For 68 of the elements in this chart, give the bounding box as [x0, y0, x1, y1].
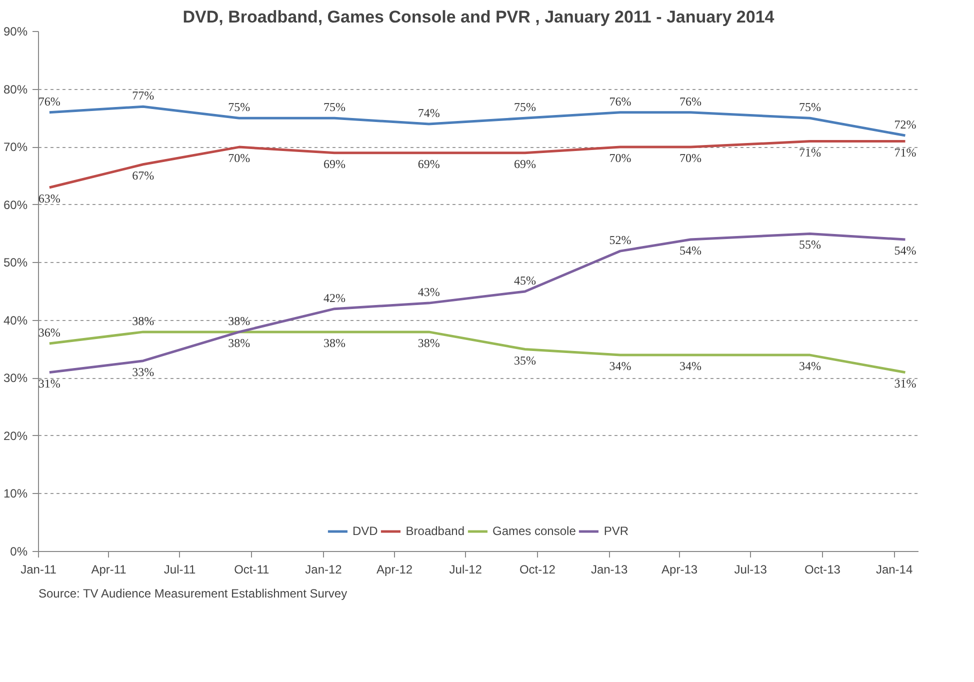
x-tick-label: Jan-14: [876, 562, 913, 576]
data-label: 52%: [609, 233, 632, 248]
data-label: 75%: [798, 100, 821, 114]
data-label: 34%: [609, 359, 632, 374]
data-label: 45%: [514, 274, 536, 288]
y-tick-label: 40%: [3, 313, 28, 328]
y-tick-label: 0%: [10, 544, 28, 558]
data-label: 69%: [514, 156, 536, 171]
data-label: 71%: [894, 145, 916, 160]
data-label: 71%: [798, 145, 821, 160]
data-label: 75%: [323, 100, 346, 114]
x-tick-label: Jul-11: [164, 562, 196, 576]
x-tick-label: Jan-13: [590, 562, 628, 576]
data-label: 38%: [228, 314, 250, 328]
data-label: 72%: [894, 118, 916, 132]
data-label: 75%: [514, 100, 536, 114]
x-tick-label: Apr-11: [91, 562, 127, 576]
data-label: 75%: [228, 100, 250, 114]
y-tick-label: 50%: [3, 256, 28, 270]
x-tick-label: Jan-12: [305, 562, 342, 576]
x-tick-label: Oct-12: [519, 562, 556, 576]
data-label: 74%: [418, 106, 440, 120]
legend-label: PVR: [604, 524, 629, 538]
x-tick-label: Oct-13: [804, 562, 841, 576]
data-label: 77%: [132, 88, 154, 103]
x-tick-label: Jul-13: [734, 562, 768, 576]
y-tick-label: 80%: [3, 82, 28, 96]
source-note: Source: TV Audience Measurement Establishment Survey: [38, 586, 348, 600]
data-label: 70%: [228, 151, 250, 166]
legend-label: DVD: [352, 524, 378, 538]
data-label: 43%: [418, 285, 440, 300]
y-tick-label: 60%: [3, 198, 28, 212]
y-tick-label: 30%: [3, 371, 28, 386]
x-tick-label: Jan-11: [20, 562, 57, 576]
legend-label: Broadband: [406, 524, 464, 538]
data-label: 33%: [132, 364, 154, 379]
data-label: 69%: [323, 156, 346, 171]
x-tick-label: Jul-12: [449, 562, 482, 576]
chart-title: DVD, Broadband, Games Console and PVR , January 2011 - January 2014: [182, 8, 775, 26]
y-tick-label: 90%: [3, 24, 28, 38]
data-label: 76%: [609, 94, 632, 108]
data-label: 70%: [609, 151, 632, 166]
data-label: 76%: [38, 94, 60, 108]
data-label: 38%: [323, 336, 346, 350]
data-label: 38%: [228, 336, 250, 350]
data-label: 34%: [798, 359, 821, 374]
y-tick-label: 10%: [3, 486, 28, 501]
data-label: 54%: [680, 244, 702, 258]
x-tick-label: Oct-11: [234, 562, 270, 576]
data-label: 42%: [323, 290, 346, 305]
x-tick-label: Apr-12: [376, 562, 413, 576]
data-label: 70%: [680, 151, 702, 166]
y-tick-label: 20%: [3, 428, 28, 443]
data-label: 31%: [894, 376, 916, 390]
data-label: 67%: [132, 168, 154, 182]
data-label: 36%: [38, 326, 60, 340]
data-label: 55%: [798, 238, 821, 252]
data-label: 34%: [680, 359, 702, 374]
data-label: 38%: [418, 336, 440, 350]
legend-label: Games console: [492, 524, 576, 538]
data-label: 69%: [418, 156, 440, 171]
data-label: 76%: [680, 94, 702, 108]
data-label: 54%: [894, 244, 916, 258]
y-tick-label: 70%: [3, 140, 28, 154]
data-label: 35%: [514, 353, 536, 368]
x-tick-label: Apr-13: [662, 562, 698, 576]
data-label: 31%: [38, 376, 60, 390]
data-label: 38%: [132, 314, 154, 328]
